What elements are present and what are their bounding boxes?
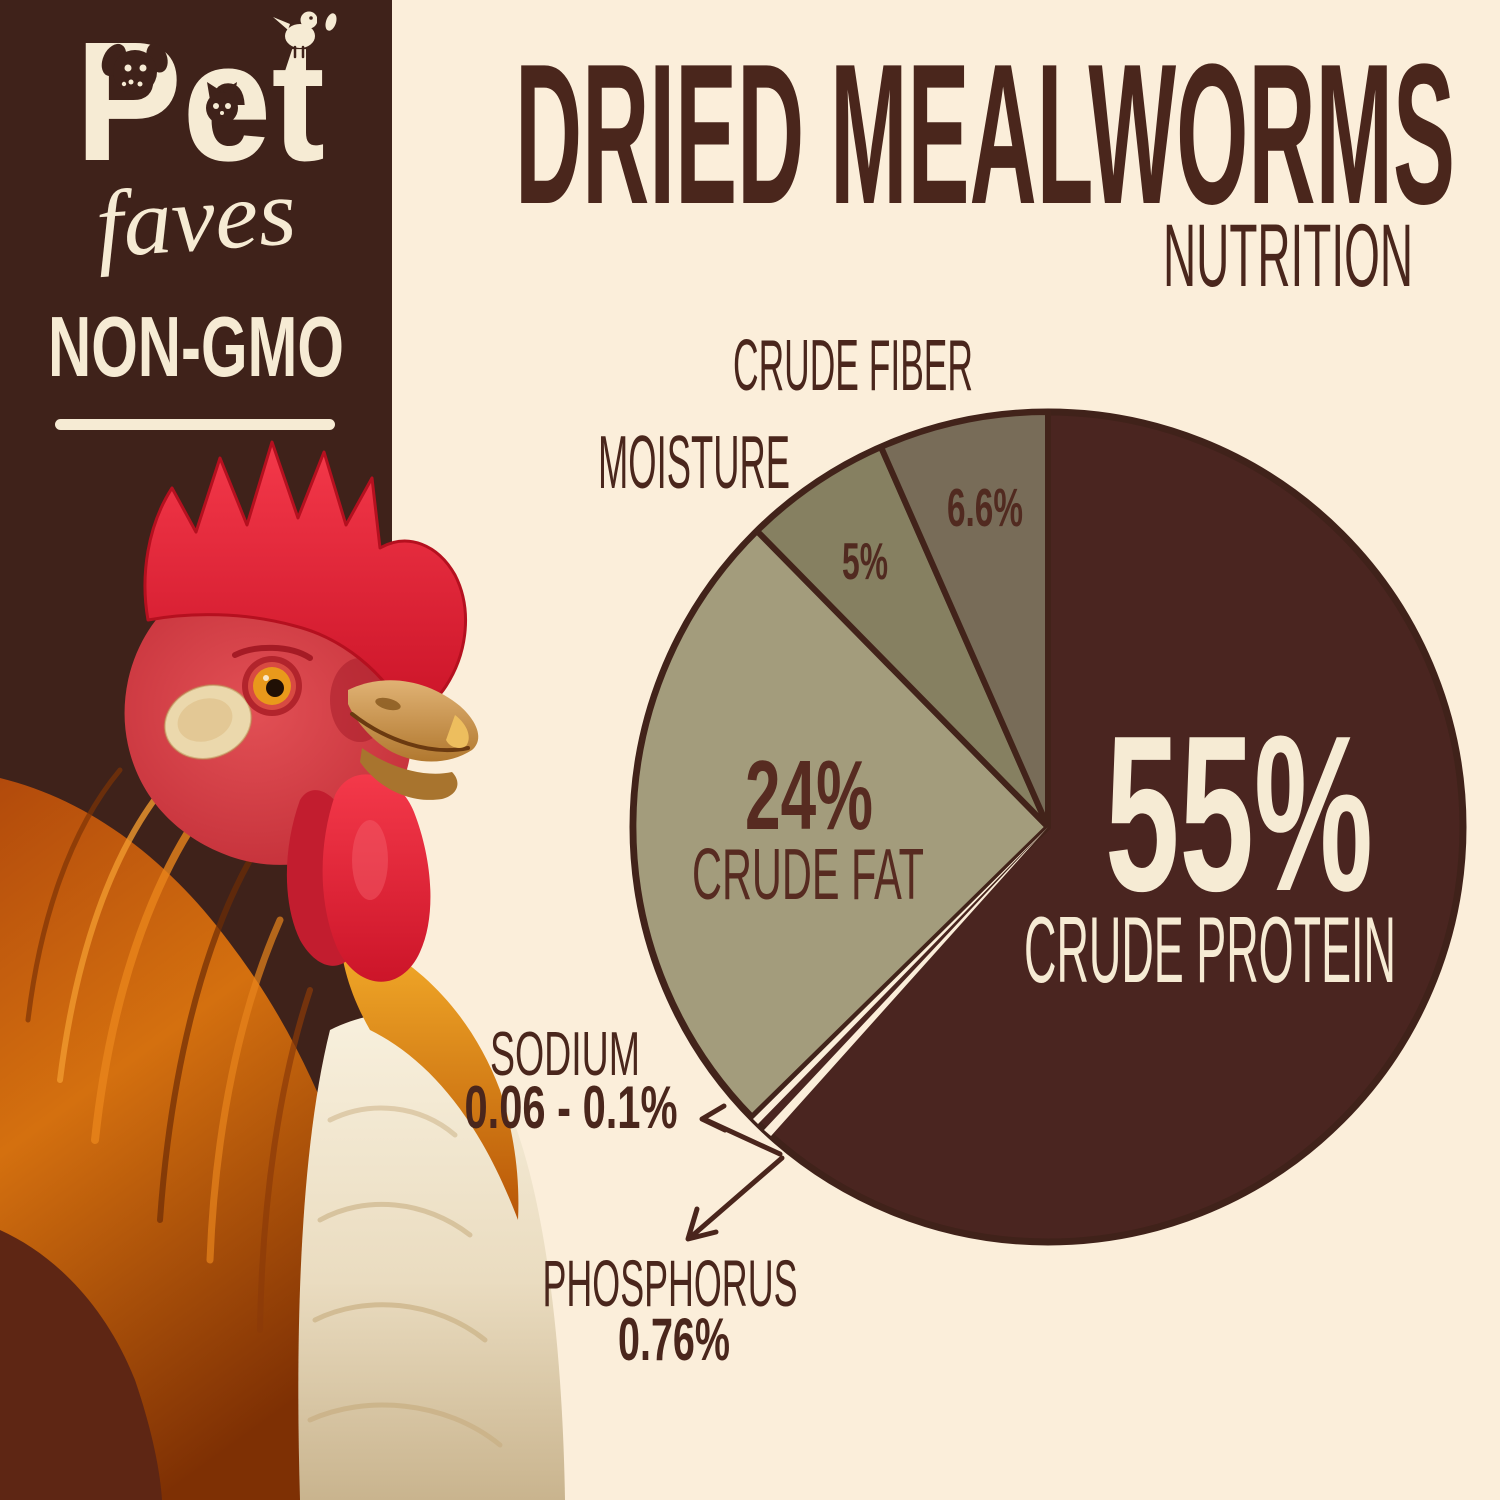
rooster-shoulder — [340, 930, 519, 1220]
rooster-illustration — [0, 440, 565, 1500]
apostrophe-mark — [325, 13, 337, 31]
sliver-gap-phosphorus — [753, 827, 1048, 1124]
value-sodium: 0.06 - 0.1% — [465, 1074, 678, 1141]
value-crude-protein: 55% — [1105, 690, 1373, 938]
cat-icon — [206, 82, 238, 124]
ear-patch-shade — [177, 698, 233, 742]
non-gmo-badge: NON-GMO — [48, 300, 344, 395]
divider — [55, 419, 335, 430]
value-crude-fat: 24% — [745, 740, 873, 850]
rooster-dark-flank — [0, 1230, 162, 1500]
dog-icon — [101, 43, 168, 94]
rooster-eye — [232, 644, 313, 716]
label-crude-fiber: CRUDE FIBER — [733, 326, 973, 406]
brand-script: faves — [92, 158, 299, 278]
brand-name: Pet — [75, 7, 325, 197]
sliver-gap-sodium — [764, 827, 1048, 1136]
slice-crude-fiber — [878, 408, 1051, 830]
slice-crude-fat — [630, 528, 1051, 1120]
pie-chart — [629, 408, 1467, 1246]
rooster-wattle — [286, 774, 431, 982]
value-phosphorus: 0.76% — [618, 1306, 730, 1373]
page-title: DRIED MEALWORMS — [515, 23, 1455, 246]
value-crude-fiber: 6.6% — [947, 478, 1023, 538]
label-phosphorus: PHOSPHORUS — [543, 1246, 798, 1320]
page-subtitle: NUTRITION — [1163, 205, 1413, 305]
brand-logo: Pet faves — [75, 7, 337, 278]
bird-icon — [273, 11, 325, 59]
hackle-streaks — [25, 767, 313, 1333]
label-crude-fat: CRUDE FAT — [692, 835, 924, 915]
label-moisture: MOISTURE — [598, 420, 790, 504]
sodium-arrow — [699, 1103, 783, 1157]
value-moisture: 5% — [842, 533, 888, 591]
breast-feather-lines — [307, 1105, 503, 1448]
label-crude-protein: CRUDE PROTEIN — [1024, 897, 1396, 1002]
rooster-comb — [143, 440, 468, 709]
rooster-beak — [348, 680, 479, 800]
label-sodium: SODIUM — [490, 1020, 640, 1089]
phosphorus-arrow — [685, 1155, 785, 1242]
